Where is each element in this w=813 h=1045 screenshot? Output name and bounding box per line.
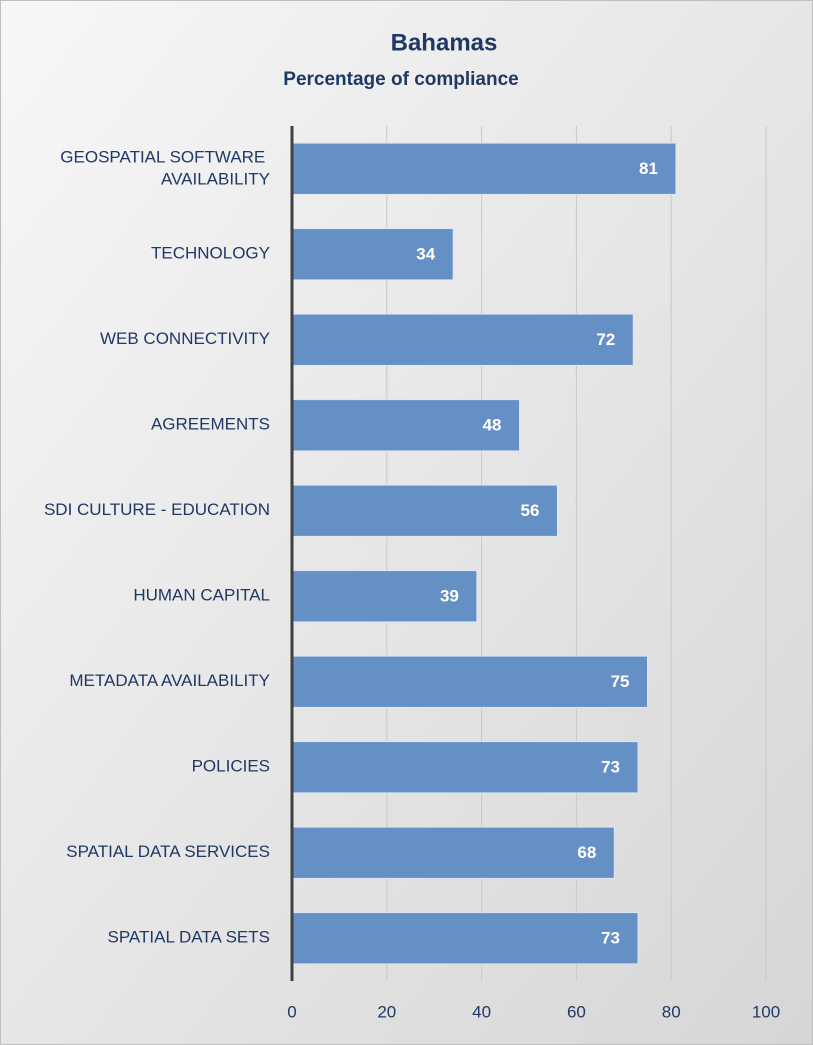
- x-tick-label: 60: [567, 1002, 586, 1021]
- data-label: 34: [416, 245, 435, 264]
- bar: [291, 741, 639, 794]
- data-label: 56: [521, 501, 540, 520]
- y-tick-label: GEOSPATIAL SOFTWARE AVAILABILITY: [60, 148, 270, 189]
- x-tick-label: 20: [377, 1002, 396, 1021]
- bar: [291, 826, 615, 879]
- x-tick-label: 80: [662, 1002, 681, 1021]
- bar: [291, 228, 454, 281]
- x-tick-label: 100: [752, 1002, 780, 1021]
- y-tick-label: SDI CULTURE - EDUCATION: [44, 500, 270, 519]
- y-tick-label: AGREEMENTS: [151, 415, 270, 434]
- y-tick-label: SPATIAL DATA SETS: [108, 928, 271, 947]
- data-label: 73: [601, 758, 620, 777]
- y-tick-label: HUMAN CAPITAL: [133, 586, 270, 605]
- data-label: 72: [596, 330, 615, 349]
- chart-title: Bahamas: [391, 29, 498, 56]
- y-tick-label: METADATA AVAILABILITY: [69, 671, 270, 690]
- bar: [291, 313, 634, 366]
- data-label: 68: [577, 843, 596, 862]
- bar: [291, 655, 648, 708]
- data-label: 48: [483, 416, 502, 435]
- x-tick-label: 40: [472, 1002, 491, 1021]
- data-label: 39: [440, 587, 459, 606]
- y-tick-label: TECHNOLOGY: [151, 244, 270, 263]
- y-tick-label: SPATIAL DATA SERVICES: [66, 842, 270, 861]
- data-label: 75: [611, 672, 630, 691]
- bar: [291, 142, 677, 195]
- y-tick-label: POLICIES: [192, 757, 270, 776]
- bar: [291, 912, 639, 965]
- data-label: 73: [601, 929, 620, 948]
- chart-subtitle: Percentage of compliance: [283, 69, 518, 90]
- y-tick-label: WEB CONNECTIVITY: [100, 329, 270, 348]
- x-tick-label: 0: [287, 1002, 296, 1021]
- bar: [291, 484, 558, 537]
- data-label: 81: [639, 159, 658, 178]
